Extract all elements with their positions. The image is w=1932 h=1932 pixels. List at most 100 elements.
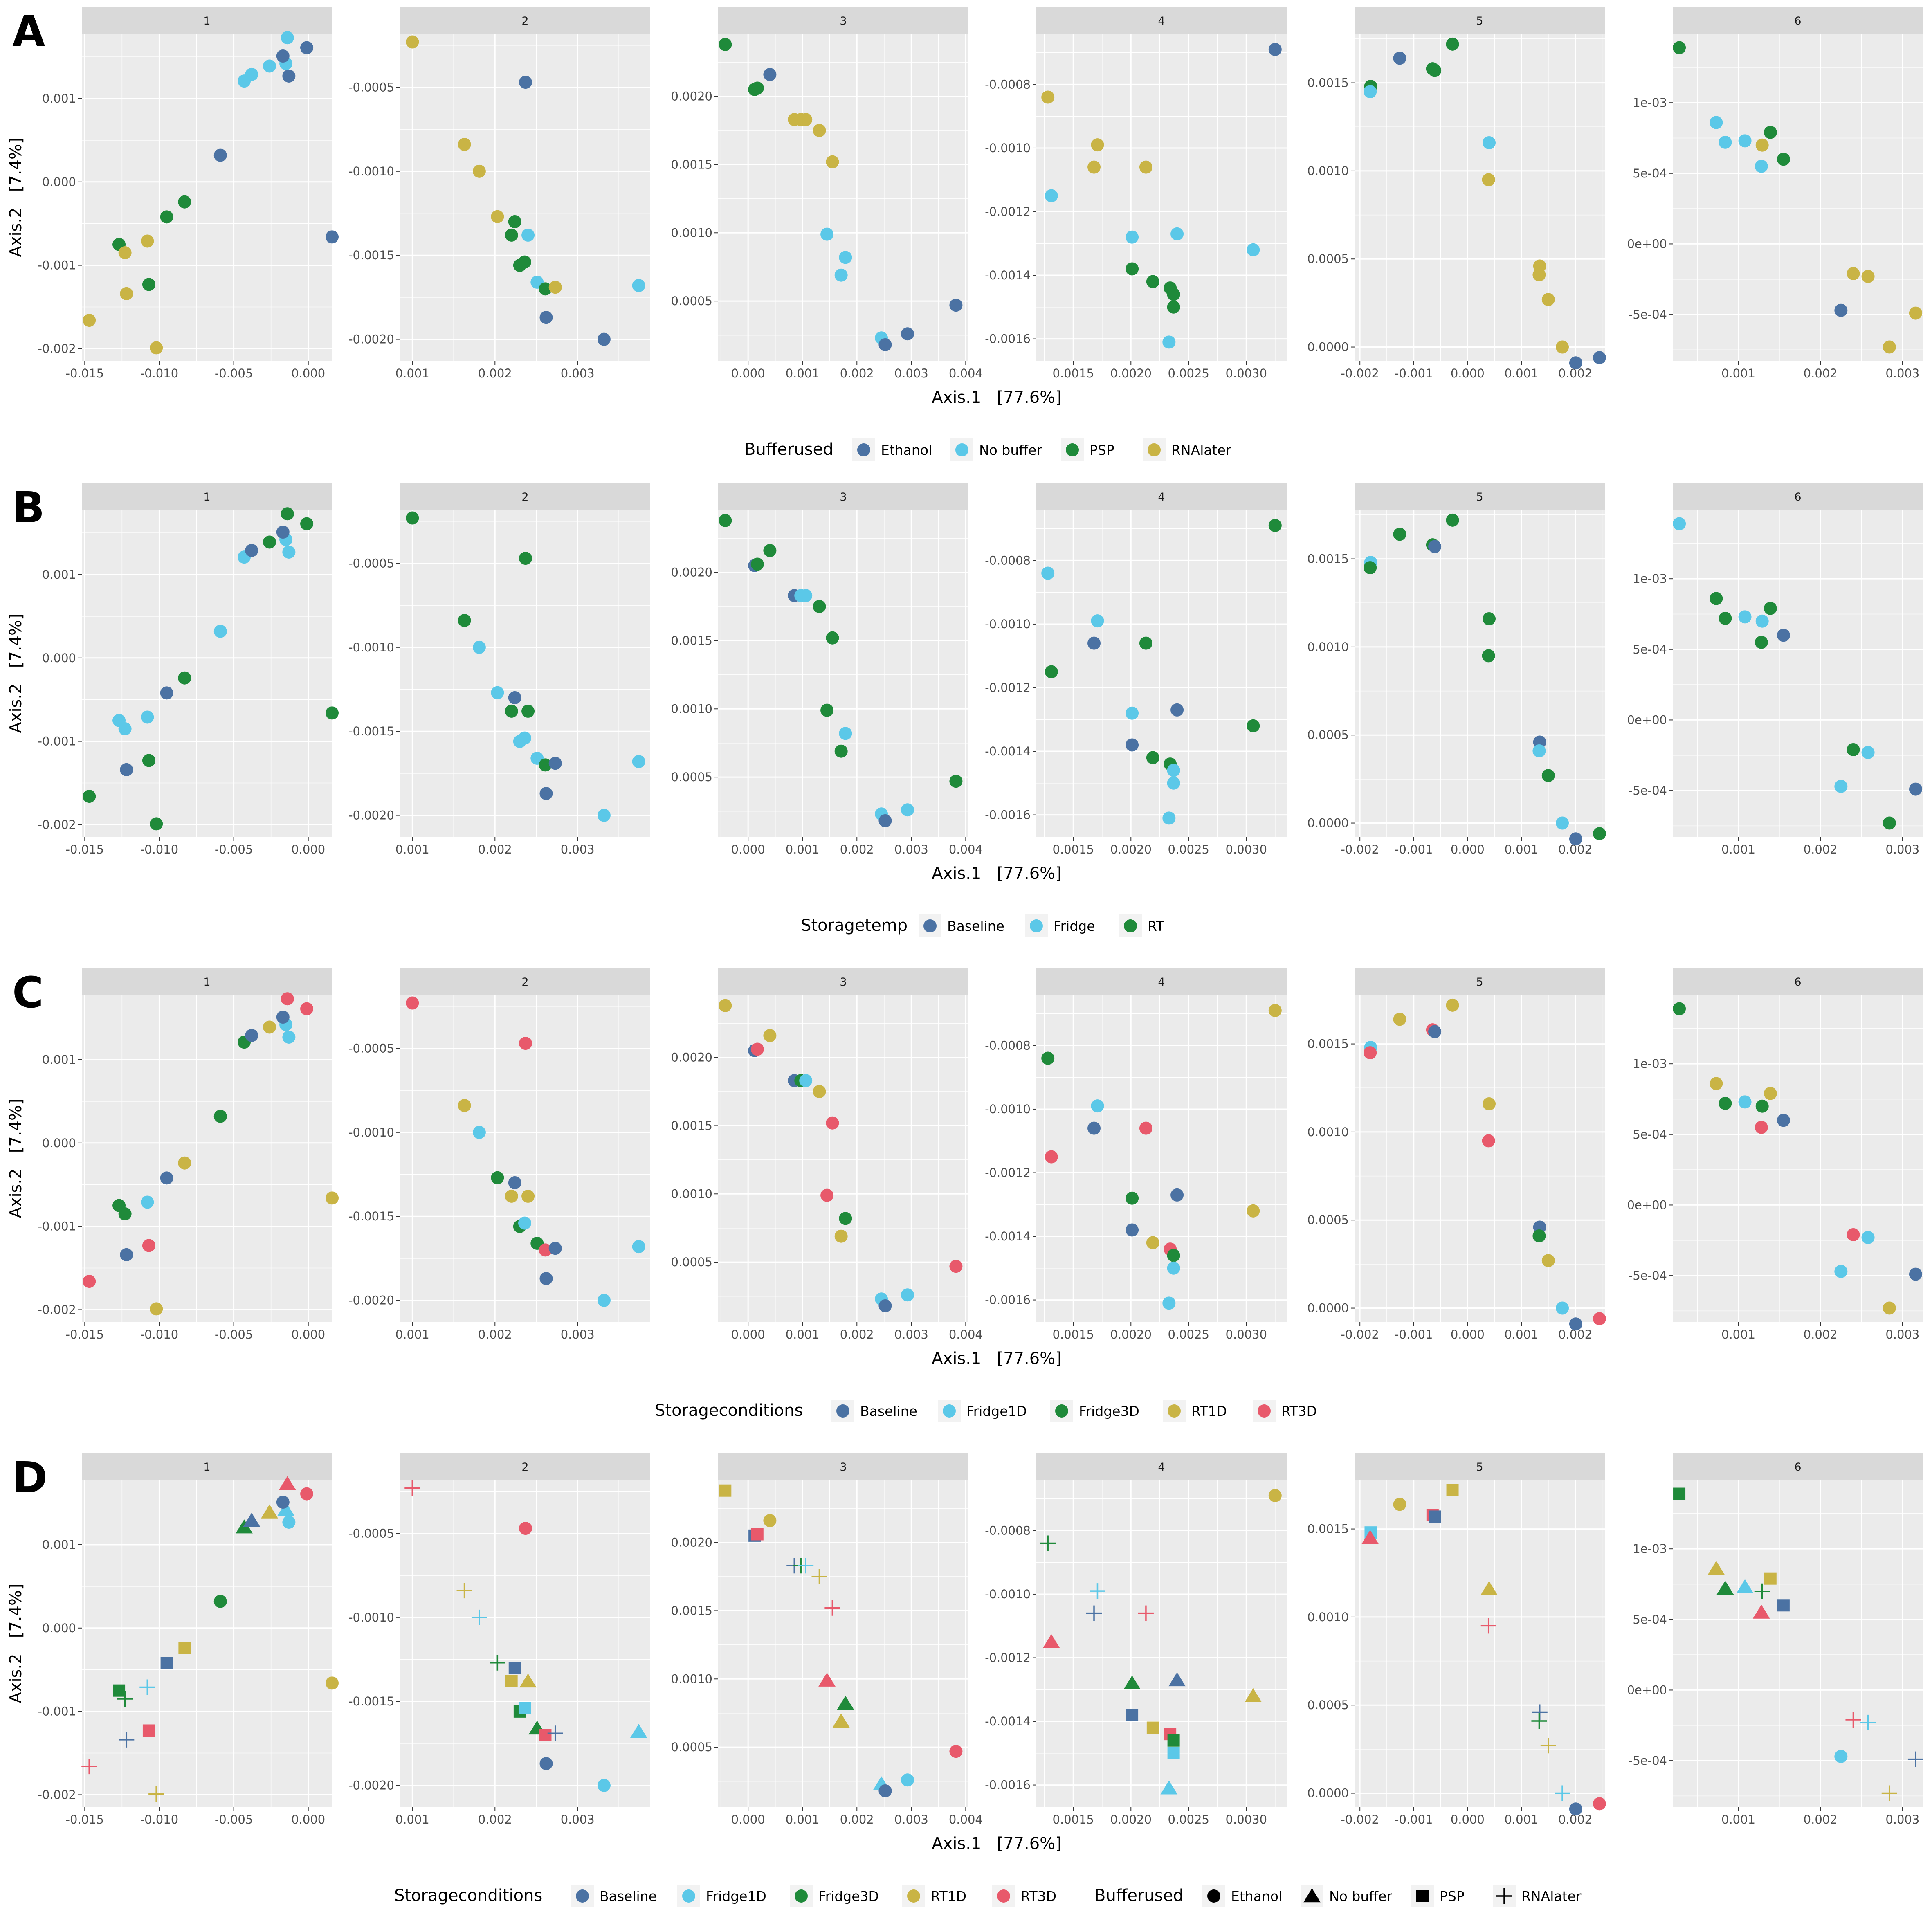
facet-strip-label: 2 [521, 1461, 528, 1474]
data-point [1364, 1046, 1377, 1060]
data-point [1710, 116, 1723, 129]
data-point [548, 757, 562, 770]
data-point [763, 544, 777, 557]
y-tick-label: -5e-04 [1629, 784, 1667, 798]
facet-panel-3: 3 0.000 0.001 0.002 0.003 0.004 0.0005 0.0010 0.… [671, 1453, 983, 1826]
data-point [1167, 1747, 1180, 1759]
x-tick-label: 0.002 [1804, 1813, 1838, 1826]
data-point [1268, 43, 1282, 56]
data-point [505, 704, 518, 718]
data-point [1480, 1581, 1498, 1595]
data-point [1247, 1204, 1260, 1218]
data-point [276, 1011, 290, 1024]
y-tick-label: -0.002 [38, 818, 76, 831]
data-point [1268, 519, 1282, 532]
legend-label: Fridge3D [1079, 1403, 1139, 1419]
facet-strip [1673, 483, 1923, 510]
data-point [282, 545, 296, 559]
data-point [1755, 160, 1768, 173]
data-point [81, 1759, 97, 1775]
data-point [1719, 611, 1732, 625]
y-tick-label: -0.001 [38, 1705, 76, 1719]
facet-strip-label: 2 [521, 976, 528, 988]
x-axis-title: Axis.1 [77.6%] [932, 864, 1062, 883]
y-tick-label: 0.001 [42, 1538, 76, 1552]
legend-marker [943, 1404, 956, 1418]
x-tick-label: 0.003 [894, 366, 928, 380]
data-point [118, 722, 132, 736]
y-tick-label: 0e+00 [1627, 713, 1667, 727]
data-point [1555, 1785, 1570, 1801]
data-point [834, 268, 848, 282]
data-point [1160, 1780, 1178, 1795]
legend-label: Ethanol [881, 442, 932, 458]
data-point [1556, 816, 1569, 830]
legend-label: Ethanol [1231, 1888, 1282, 1904]
y-tick-label: 1e-03 [1633, 1542, 1667, 1556]
data-point [491, 686, 504, 699]
data-point [1861, 1231, 1875, 1244]
data-point [281, 507, 294, 521]
data-point [1716, 1580, 1734, 1595]
x-tick-label: -0.001 [1395, 1328, 1433, 1341]
data-point [878, 814, 892, 827]
data-point [949, 1260, 963, 1273]
y-tick-label: 0.0020 [671, 1051, 712, 1065]
data-point [1777, 1599, 1790, 1612]
data-point [245, 544, 258, 557]
data-point [263, 59, 276, 73]
facet-strip-label: 1 [203, 1461, 210, 1474]
data-point [458, 138, 471, 151]
data-point [1673, 517, 1686, 530]
data-point [1364, 561, 1377, 575]
data-point [118, 1207, 132, 1221]
data-point [1091, 138, 1104, 152]
x-tick-label: 0.000 [291, 1328, 325, 1341]
y-tick-label: -0.0016 [985, 1778, 1031, 1792]
data-point [1428, 1025, 1442, 1038]
data-point [539, 787, 553, 800]
data-point [1541, 1254, 1555, 1267]
data-point [282, 1030, 296, 1044]
data-point [160, 1657, 173, 1669]
y-tick-label: 0.0015 [1307, 76, 1349, 90]
y-tick-label: -0.0020 [348, 1779, 394, 1793]
data-point [820, 1188, 834, 1202]
x-tick-label: 0.0025 [1168, 1328, 1209, 1341]
data-point [1738, 134, 1752, 148]
x-tick-label: -0.010 [140, 842, 179, 856]
legend-title: Bufferused [744, 440, 833, 459]
row-A: A 1 -0.015 -0.010 -0.005 0.000 -0.002 -0.001 0.0… [7, 7, 1923, 461]
legend: Storageconditions Baseline Fridge1D Fridge3… [394, 1885, 1582, 1907]
data-point [263, 535, 276, 549]
data-point [826, 155, 839, 168]
facet-strip-label: 4 [1158, 976, 1165, 988]
row-C: C 1 -0.015 -0.010 -0.005 0.000 -0.002 -0.001 0.0… [7, 968, 1923, 1422]
data-point [406, 35, 419, 49]
x-tick-label: 0.003 [561, 842, 595, 856]
y-tick-label: -0.0015 [348, 248, 394, 262]
data-point [839, 727, 852, 740]
y-tick-label: 0.0010 [1307, 1125, 1349, 1139]
data-point [508, 1662, 521, 1674]
y-tick-label: -0.0005 [348, 1041, 394, 1055]
legend-label: RT [1148, 918, 1165, 934]
data-point [1909, 1267, 1922, 1281]
x-tick-label: -0.001 [1395, 1813, 1433, 1826]
y-tick-label: -0.0008 [985, 553, 1031, 567]
y-tick-label: -0.0005 [348, 556, 394, 570]
data-point [1883, 340, 1896, 354]
x-tick-label: -0.010 [140, 366, 179, 380]
x-tick-label: 0.0030 [1226, 842, 1267, 856]
data-point [1091, 614, 1104, 628]
y-tick-label: -0.0014 [985, 1229, 1031, 1243]
facet-strip-label: 4 [1158, 1461, 1165, 1474]
data-point [490, 1655, 505, 1671]
data-point [404, 1480, 420, 1496]
y-tick-label: 0.000 [42, 1621, 76, 1635]
plot-background [82, 510, 332, 837]
x-tick-label: 0.0020 [1110, 366, 1152, 380]
legend-label: Baseline [860, 1403, 917, 1419]
data-point [719, 1484, 732, 1497]
legend-label: Fridge [1054, 918, 1095, 934]
